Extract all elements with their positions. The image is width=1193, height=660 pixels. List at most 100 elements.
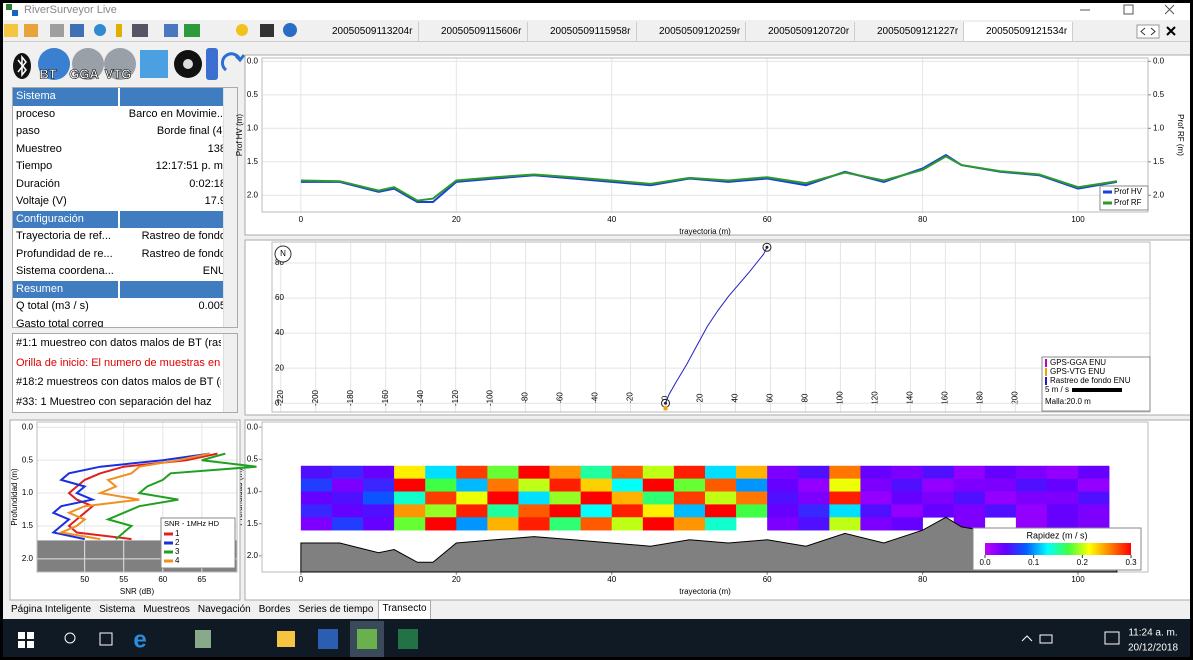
velocity-cell [487,491,519,505]
start-button[interactable] [18,632,34,648]
word-icon[interactable] [318,629,338,649]
notifications[interactable] [1104,631,1120,645]
property-label: Resumen [13,280,120,298]
icon-label: VTG [105,66,132,81]
status-icons: BT GGA VTG [13,48,246,82]
file-tab[interactable]: 20050509121534r [964,22,1073,41]
velocity-cell [425,465,457,479]
velocity-cell [798,465,830,479]
view-tab[interactable]: Muestreos [143,604,190,615]
x-tick-label: 60 [766,393,775,402]
battery-icon[interactable] [116,24,122,37]
tab-close[interactable] [1166,26,1176,36]
scrollbar[interactable] [223,88,237,327]
view-tab[interactable]: Sistema [99,604,136,615]
x-tick-label: 0 [661,395,670,400]
view-tab[interactable]: Página Inteligente [11,604,92,615]
message-list: #1:1 muestreo con datos malos de BT (ras… [12,333,238,413]
legend-label: Rastreo de fondo ENU [1050,376,1131,385]
view-tab[interactable]: Navegación [197,604,251,615]
colorbar-tick-label: 0.3 [1125,558,1137,567]
folder-icon[interactable] [24,24,38,37]
globe-icon[interactable] [94,24,106,36]
velocity-cell [1078,491,1110,505]
camera-icon[interactable] [260,24,274,37]
bluetooth-glyph [17,54,27,78]
battery-tray[interactable] [1039,634,1053,644]
velocity-cell [767,517,799,531]
edge-icon[interactable]: e [133,626,146,653]
velocity-cell [767,478,799,492]
x-tick-label: -40 [591,392,600,404]
refresh-icon[interactable] [221,52,246,72]
view-icon[interactable] [70,24,84,37]
scale-bar [1072,388,1122,392]
sun-icon[interactable] [236,24,248,36]
gga-marker [663,406,668,411]
file-tab[interactable]: 20050509115606r [419,22,528,41]
velocity-cell [611,517,644,531]
file-tab[interactable]: 20050509120259r [637,22,746,41]
tools-icon[interactable] [50,24,64,37]
file-tab[interactable]: 20050509121227r [855,22,964,41]
x-tick-label: 100 [1071,215,1085,224]
riversurveyor-icon[interactable] [357,629,377,649]
velocity-cell [984,465,1017,479]
velocity-cell [953,478,986,492]
open-icon[interactable] [4,24,18,37]
velocity-cell [984,491,1017,505]
explorer-icon[interactable] [277,631,295,647]
x-tick-label: 60 [763,575,772,584]
file-tab[interactable]: 20050509115958r [528,22,637,41]
excel-icon[interactable] [398,629,418,649]
app-icon[interactable] [195,630,211,648]
velocity-cell [580,491,613,505]
velocity-cell [1078,504,1110,518]
velocity-cell [487,478,519,492]
velocity-cell [580,478,613,492]
title-bar: RiverSurveyor Live [0,0,1193,20]
view-tab[interactable]: Transecto [378,600,431,619]
property-label: Profundidad de re... [16,247,113,260]
edit-icon[interactable] [164,24,178,37]
file-tab[interactable]: 20050509120720r [746,22,855,41]
tray-chevron[interactable] [1021,635,1033,642]
plot-border [261,57,1149,213]
x-tick-label: -180 [346,389,355,406]
velocity-cell [518,517,550,531]
velocity-cell [487,465,519,479]
x-tick-label: 20 [452,215,461,224]
search-icon[interactable] [64,632,76,644]
taskbar: e 11:24 a. m. 20/12/2018 [0,619,1193,660]
flag-icon[interactable] [184,24,200,37]
message: #1:1 muestreo con datos malos de BT (ras… [16,337,221,349]
scrollbar[interactable] [223,334,237,412]
tab-scroll[interactable] [1136,24,1160,39]
property-value: 138 [207,142,226,155]
view-tab[interactable]: Series de tiempo [298,604,374,615]
close[interactable] [1164,4,1175,15]
velocity-cell [394,465,426,479]
velocity-cell [829,491,861,505]
view-tab[interactable]: Bordes [258,604,291,615]
property-value: Rastreo de fondo [141,247,226,260]
task-view[interactable] [99,632,113,646]
velocity-cell [580,504,613,518]
boat-track [665,247,768,404]
velocity-cell [456,517,488,531]
velocity-cell [611,465,644,479]
tab-nav [1136,24,1176,39]
velocity-cell [673,491,706,505]
bt-icon [38,48,70,80]
restore[interactable] [1123,4,1134,15]
adcp-icon[interactable] [132,24,148,37]
help-icon[interactable] [283,23,297,37]
file-tab[interactable]: 20050509113204r [310,22,419,41]
property-row: Trayectoria de ref... Rastreo de fondo [13,228,237,246]
property-row: Tiempo 12:17:51 p. m. [13,158,237,176]
velocity-cell [860,504,892,518]
velocity-cell [736,465,768,479]
velocity-cell [300,504,333,518]
velocity-cell [331,504,364,518]
